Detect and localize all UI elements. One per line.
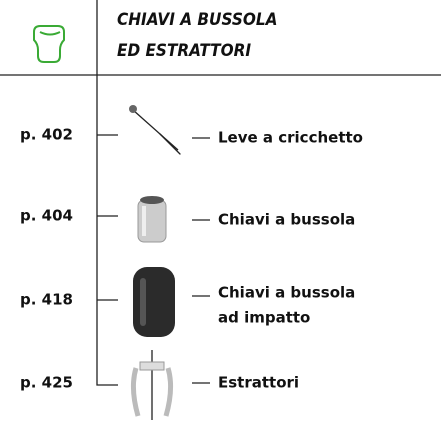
socket-icon bbox=[33, 25, 65, 63]
entry-label: Chiavi a bussola bbox=[218, 211, 355, 229]
title-line: CHIAVI A BUSSOLA bbox=[117, 10, 277, 30]
ratchet-image bbox=[129, 105, 181, 155]
entry-label: Leve a cricchetto bbox=[218, 129, 363, 147]
entry-label: Chiavi a bussola bbox=[218, 284, 355, 302]
puller-image bbox=[130, 350, 174, 420]
page-number: p. 418 bbox=[20, 291, 73, 309]
socket-image bbox=[137, 196, 167, 243]
page-number: p. 402 bbox=[20, 126, 73, 144]
page-number: p. 425 bbox=[20, 374, 73, 392]
entry-label: ad impatto bbox=[218, 309, 310, 327]
title-line: ED ESTRATTORI bbox=[117, 41, 251, 61]
entry-label: Estrattori bbox=[218, 374, 299, 392]
page-number: p. 404 bbox=[20, 207, 73, 225]
index-rule bbox=[96, 0, 118, 386]
impact-socket-image bbox=[133, 267, 175, 337]
